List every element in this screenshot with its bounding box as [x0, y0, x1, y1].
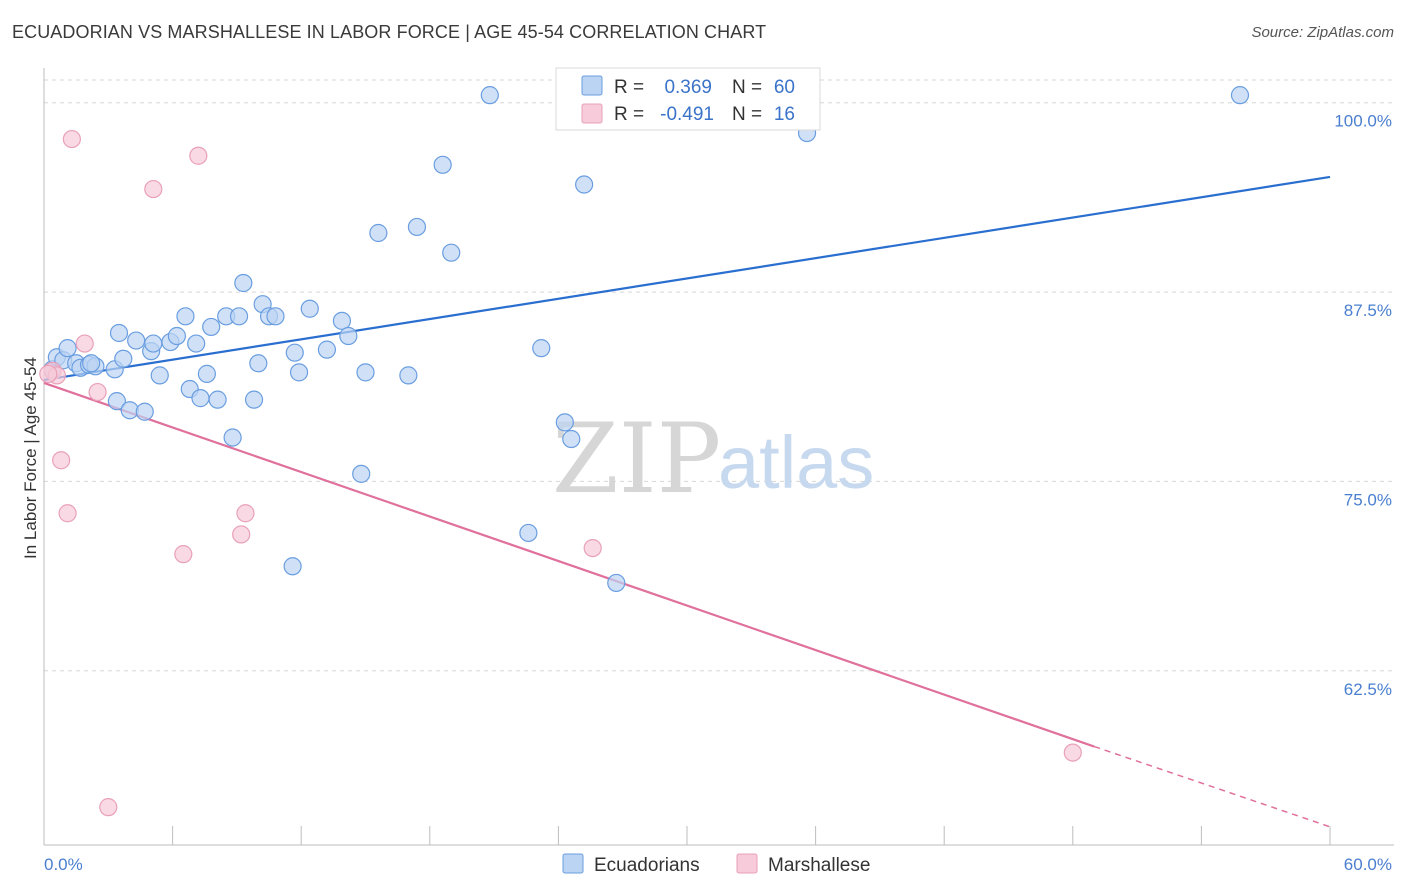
ecuadorians-point-36: [283, 557, 302, 576]
grid-lines: [44, 79, 1394, 672]
x-tick-label-0: 0.0%: [44, 855, 83, 874]
legend-bottom-swatch-ecuadorians: [562, 853, 584, 874]
legend-bottom: Ecuadorians Marshallese: [562, 853, 870, 876]
marshallese-point-4: [62, 129, 81, 149]
marshallese-point-15: [39, 364, 58, 383]
legend-n-label-1: N =: [732, 77, 762, 98]
x-tick-labels: 0.0% 60.0%: [44, 855, 1392, 874]
trend-line-ecuadorians: [43, 175, 1331, 382]
ecuadorians-point-14: [135, 402, 154, 421]
ecuadorians-point-12: [120, 401, 139, 420]
legend-r-label-1: R =: [614, 77, 644, 98]
ecuadorians-point-24: [197, 364, 216, 383]
ecuadorians-point-13: [127, 331, 146, 350]
x-tick-label-1: 60.0%: [1344, 855, 1392, 874]
ecuadorians-point-35: [266, 307, 285, 326]
marshallese-point-12: [236, 504, 255, 523]
ecuadorians-point-58: [1230, 86, 1250, 105]
ecuadorians-point-30: [234, 273, 253, 293]
ecuadorians-point-10: [109, 323, 129, 343]
ecuadorians-point-50: [480, 86, 499, 105]
legend-r-value-2: -0.491: [660, 104, 714, 125]
ecuadorians-point-41: [332, 311, 352, 330]
ecuadorians-point-56: [607, 573, 626, 593]
ecuadorians-point-16: [144, 334, 163, 353]
ecuadorians-point-44: [356, 363, 375, 382]
data-points: [39, 86, 1250, 817]
legend-n-label-2: N =: [732, 104, 762, 125]
ecuadorians-point-28: [223, 428, 242, 447]
legend-n-value-2: 16: [774, 104, 795, 125]
ecuadorians-point-54: [562, 429, 581, 449]
marshallese-point-11: [232, 525, 251, 544]
marshallese-point-13: [583, 538, 602, 558]
ecuadorians-point-37: [285, 343, 304, 362]
marshallese-point-10: [189, 146, 208, 165]
trend-line-extension-marshallese: [1093, 745, 1331, 828]
ecuadorians-point-23: [191, 389, 210, 408]
ecuadorians-point-59: [82, 354, 101, 373]
ecuadorians-point-40: [317, 340, 337, 359]
marshallese-point-9: [174, 545, 193, 564]
legend-bottom-swatch-marshallese: [736, 853, 758, 874]
legend-swatch-ecuadorians: [581, 75, 603, 96]
ecuadorians-point-32: [249, 354, 268, 373]
y-axis-label: In Labor Force | Age 45-54: [21, 357, 40, 559]
ecuadorians-point-47: [407, 217, 427, 237]
ecuadorians-point-46: [399, 366, 418, 385]
source-label: Source: ZipAtlas.com: [1251, 24, 1394, 41]
ecuadorians-point-49: [442, 243, 461, 262]
ecuadorians-point-55: [575, 175, 594, 194]
marshallese-point-6: [88, 382, 107, 402]
marshallese-point-5: [75, 334, 94, 353]
ecuadorians-point-42: [339, 326, 358, 346]
legend-r-value-1: 0.369: [664, 77, 712, 98]
legend-bottom-marshallese: Marshallese: [768, 855, 870, 876]
axes: [43, 68, 1394, 846]
legend-n-value-1: 60: [774, 77, 795, 98]
legend-top: R = 0.369 N = 60 R = -0.491 N = 16: [555, 67, 821, 131]
ecuadorians-point-22: [187, 334, 206, 353]
y-tick-label-2: 75.0%: [1344, 490, 1392, 509]
ecuadorians-point-29: [229, 307, 249, 326]
ecuadorians-point-31: [244, 390, 264, 409]
ecuadorians-point-9: [107, 392, 126, 411]
ecuadorians-point-25: [202, 317, 221, 337]
ecuadorians-point-11: [114, 349, 133, 368]
trend-line-marshallese: [43, 381, 1095, 748]
ecuadorians-point-51: [519, 523, 538, 543]
ecuadorians-point-53: [555, 413, 574, 432]
ecuadorians-point-45: [369, 223, 388, 243]
legend-r-label-2: R =: [614, 104, 644, 125]
ecuadorians-point-43: [352, 464, 371, 483]
trend-lines: [43, 175, 1331, 828]
legend-bottom-ecuadorians: Ecuadorians: [594, 855, 700, 876]
y-tick-label-1: 87.5%: [1344, 301, 1392, 320]
marshallese-point-2: [52, 451, 71, 470]
ecuadorians-point-19: [167, 326, 186, 346]
watermark-zip: ZIP: [552, 403, 721, 515]
watermark: ZIP atlas: [552, 403, 874, 515]
ecuadorians-point-48: [433, 155, 452, 174]
y-tick-label-0: 100.0%: [1334, 112, 1392, 131]
marshallese-point-8: [144, 179, 163, 199]
ecuadorians-point-20: [176, 307, 195, 326]
ecuadorians-point-52: [532, 339, 551, 358]
y-tick-label-3: 62.5%: [1344, 680, 1392, 699]
watermark-atlas: atlas: [718, 421, 874, 504]
marshallese-point-14: [1063, 743, 1082, 762]
chart-title: ECUADORIAN VS MARSHALLESE IN LABOR FORCE…: [12, 22, 767, 42]
ecuadorians-point-38: [289, 363, 309, 382]
ecuadorians-point-26: [208, 390, 227, 409]
marshallese-point-3: [58, 504, 77, 523]
ecuadorians-point-17: [150, 366, 169, 385]
legend-swatch-marshallese: [581, 103, 603, 124]
ecuadorians-point-3: [58, 339, 77, 358]
ecuadorians-point-39: [300, 299, 319, 318]
y-tick-labels: 100.0% 87.5% 75.0% 62.5%: [1334, 112, 1392, 699]
marshallese-point-7: [99, 798, 118, 817]
